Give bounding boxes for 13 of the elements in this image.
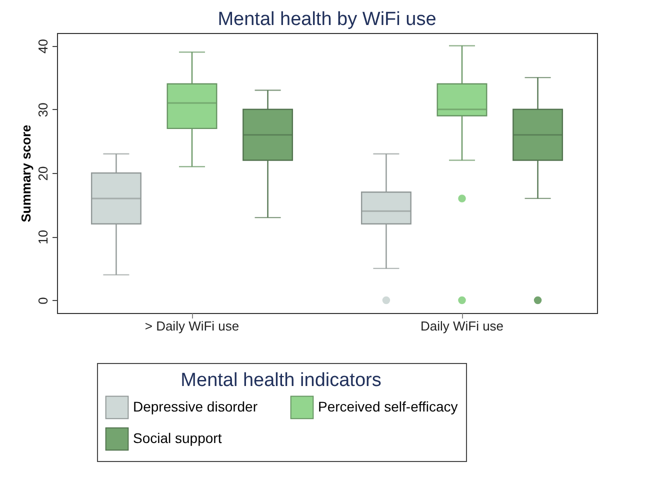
y-axis-title: Summary score	[18, 124, 34, 222]
y-tick-label: 0	[36, 297, 50, 304]
legend-label: Social support	[133, 430, 222, 446]
y-tick-label: 40	[36, 38, 50, 54]
legend-label: Perceived self-efficacy	[318, 398, 458, 414]
chart-title: Mental health by WiFi use	[218, 9, 436, 30]
y-tick-label: 20	[36, 166, 50, 181]
y-tick-label: 30	[36, 102, 50, 118]
legend-title: Mental health indicators	[180, 370, 382, 391]
y-tick-label: 10	[36, 230, 50, 244]
legend-label: Depressive disorder	[133, 398, 258, 414]
x-tick-label: > Daily WiFi use	[144, 318, 240, 334]
x-tick-label: Daily WiFi use	[420, 318, 504, 334]
